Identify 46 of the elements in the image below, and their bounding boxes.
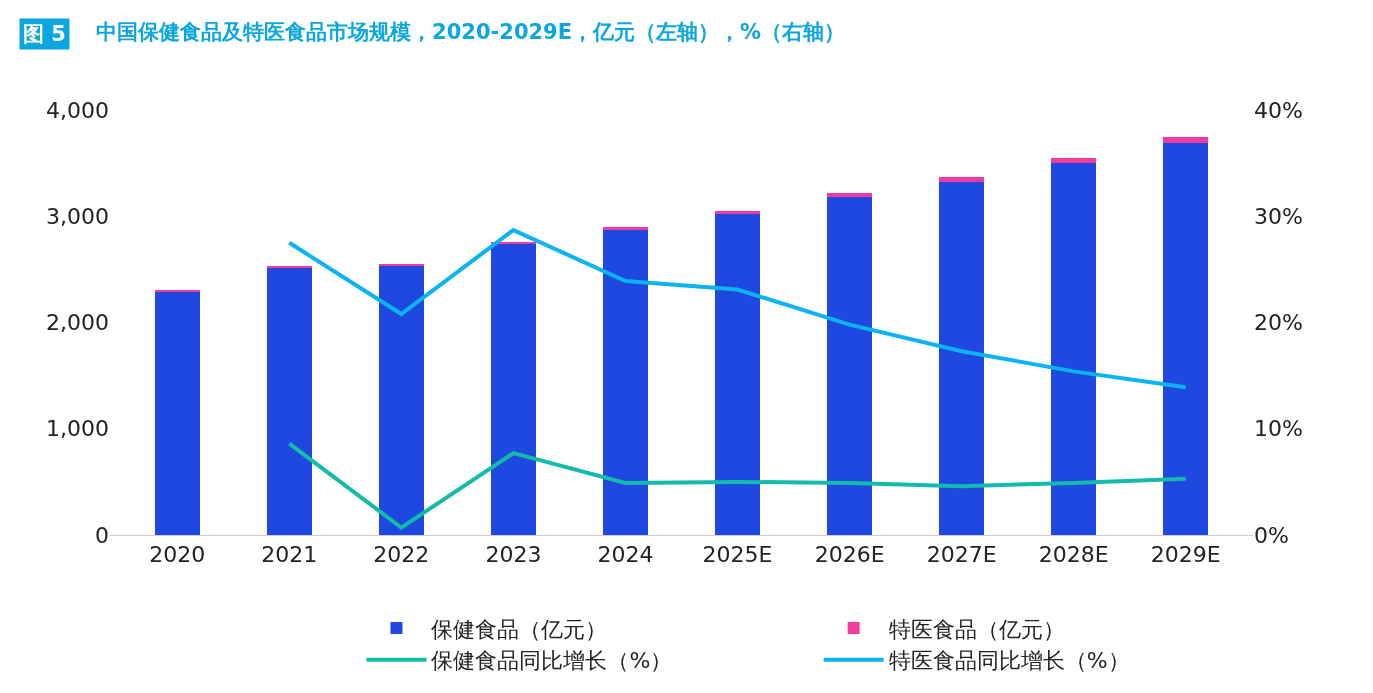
x-tick-label: 2023	[485, 542, 542, 568]
y2-tick-label: 10%	[1254, 416, 1303, 442]
bar	[154, 291, 200, 535]
bar	[1051, 163, 1097, 535]
bar	[266, 268, 312, 535]
bar	[1163, 142, 1209, 535]
bar	[715, 210, 760, 215]
y2-tick-label: 30%	[1254, 203, 1303, 229]
x-tick-label: 2022	[373, 542, 430, 568]
x-tick-label: 2025E	[702, 542, 773, 568]
bar	[378, 264, 424, 267]
bar	[603, 226, 648, 231]
x-tick-label: 2021	[261, 542, 318, 568]
y-tick-label: 0	[95, 522, 109, 548]
x-tick-label: 2024	[597, 542, 654, 568]
line-series	[287, 228, 1188, 390]
bar	[1163, 136, 1209, 143]
bar	[266, 266, 312, 269]
x-tick-label: 2020	[149, 542, 206, 568]
y-tick-label: 2,000	[46, 310, 109, 336]
y-tick-label: 3,000	[46, 203, 109, 229]
y-tick-label: 1,000	[46, 416, 109, 442]
legend-label: 保健食品同比增长（%）	[431, 648, 673, 674]
y-tick-label: 4,000	[46, 97, 109, 123]
bar	[939, 176, 985, 183]
x-tick-label: 2029E	[1150, 542, 1221, 568]
legend-label: 特医食品同比增长（%）	[888, 648, 1130, 674]
legend-label: 特医食品（亿元）	[888, 616, 1065, 642]
x-tick-label: 2026E	[814, 542, 885, 568]
y2-tick-label: 40%	[1254, 97, 1303, 123]
bar	[378, 266, 424, 535]
bar	[1051, 157, 1097, 164]
legend-label: 保健食品（亿元）	[431, 616, 608, 642]
bar	[715, 214, 760, 535]
chart-title: 中国保健食品及特医食品市场规模，2020-2029E，亿元（左轴），%（右轴）	[96, 19, 846, 44]
bar	[827, 192, 872, 198]
y2-tick-label: 20%	[1254, 310, 1303, 336]
y2-tick-label: 0%	[1254, 522, 1289, 548]
caption: 图 5	[23, 22, 66, 46]
x-tick-label: 2028E	[1038, 542, 1109, 568]
line-series	[287, 441, 1188, 530]
bar	[603, 230, 648, 535]
x-tick-label: 2027E	[926, 542, 997, 568]
bar	[827, 197, 872, 535]
bar	[491, 243, 536, 535]
bar	[939, 182, 985, 535]
